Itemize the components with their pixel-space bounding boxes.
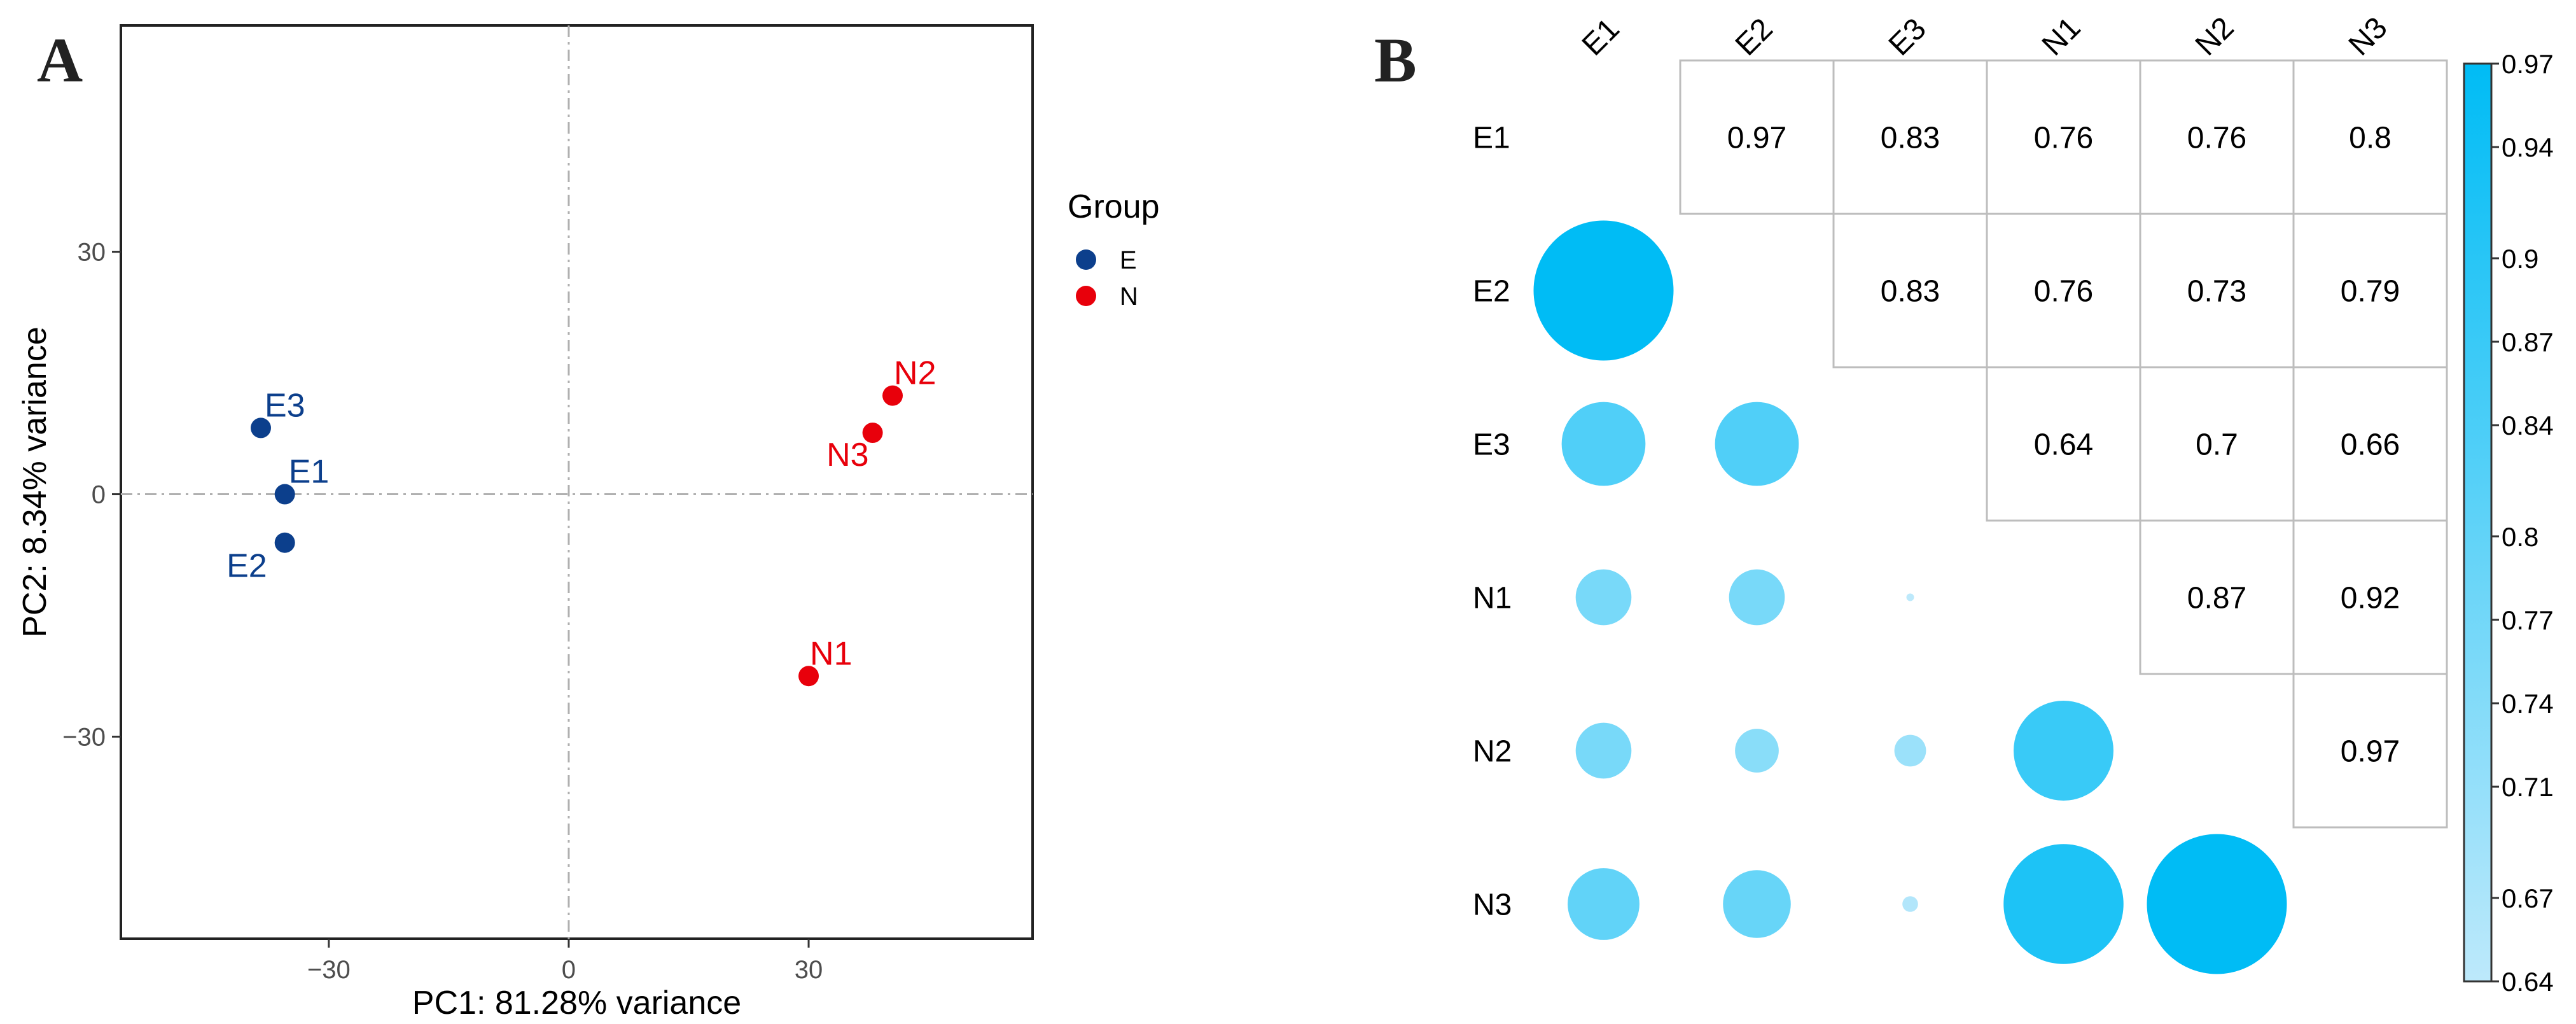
colorbar-tick-label: 0.74 xyxy=(2502,689,2554,719)
column-label: E3 xyxy=(1883,12,1933,62)
point-label: N3 xyxy=(826,437,868,473)
axis-ticks: −30 0 30 −30 0 30 xyxy=(62,239,823,984)
correlation-value: 0.73 xyxy=(2187,275,2246,309)
legend-title: Group xyxy=(1068,188,1160,225)
panel-letter-a: A xyxy=(37,25,83,95)
correlation-value: 0.97 xyxy=(1727,122,1786,155)
point-label: E2 xyxy=(226,548,267,585)
correlation-grid: 0.97 0.83 0.76 0.76 0.8 0.83 0.76 0.73 0.79 0.64 0… xyxy=(1533,59,2448,974)
correlation-circle xyxy=(1723,870,1791,938)
legend-label: E xyxy=(1120,246,1137,274)
y-tick-label: 30 xyxy=(78,239,106,267)
correlation-circle xyxy=(1575,569,1632,626)
correlation-value: 0.76 xyxy=(2187,122,2246,155)
point-e2 xyxy=(274,532,295,553)
row-label: E2 xyxy=(1473,275,1510,309)
point-n3 xyxy=(862,423,883,444)
row-label: N3 xyxy=(1473,888,1512,922)
correlation-value: 0.87 xyxy=(2187,582,2246,615)
x-tick-label: 0 xyxy=(562,956,576,984)
correlation-circle xyxy=(2147,834,2287,974)
pca-plot-frame xyxy=(120,24,1034,940)
y-tick-label: 0 xyxy=(92,481,106,509)
point-e1 xyxy=(274,484,295,505)
panel-letter-b: B xyxy=(1374,25,1417,95)
colorbar-tick-label: 0.77 xyxy=(2502,605,2554,635)
colorbar-tick-label: 0.9 xyxy=(2502,244,2538,274)
point-e3 xyxy=(250,417,271,438)
correlation-circle xyxy=(2003,844,2124,964)
correlation-circle xyxy=(1575,722,1632,779)
column-label: E2 xyxy=(1729,12,1779,62)
colorbar-tick-label: 0.87 xyxy=(2502,327,2554,357)
correlation-value: 0.83 xyxy=(1881,275,1940,309)
legend-label: N xyxy=(1120,283,1138,311)
point-n2 xyxy=(882,385,903,406)
y-axis-label: PC2: 8.34% variance xyxy=(17,326,53,638)
correlation-circle xyxy=(1561,402,1646,486)
correlation-circle xyxy=(1906,593,1914,601)
colorbar: 0.64 0.67 0.71 0.74 0.77 0.8 0.84 0.87 0.9 0.94 0.… xyxy=(2463,49,2554,997)
colorbar-tick-label: 0.71 xyxy=(2502,772,2554,802)
legend-key-e xyxy=(1076,249,1096,270)
correlation-value: 0.8 xyxy=(2349,122,2392,155)
colorbar-tick-label: 0.64 xyxy=(2502,967,2554,997)
colorbar-tick-label: 0.97 xyxy=(2502,49,2554,79)
reference-lines xyxy=(121,25,1033,939)
correlation-value: 0.97 xyxy=(2341,735,2400,769)
row-label: N2 xyxy=(1473,735,1512,769)
column-label: N1 xyxy=(2036,11,2087,62)
correlation-circle xyxy=(1902,896,1918,912)
pca-points: E1 E2 E3 N1 N2 N3 xyxy=(226,355,936,687)
x-tick-label: −30 xyxy=(307,956,351,984)
correlation-value: 0.79 xyxy=(2341,275,2400,309)
correlation-circle xyxy=(1729,569,1785,626)
legend: Group EN xyxy=(1068,188,1160,311)
row-label: E1 xyxy=(1473,122,1510,155)
colorbar-tick-label: 0.67 xyxy=(2502,883,2554,913)
correlation-circle xyxy=(1533,220,1674,361)
correlation-value: 0.64 xyxy=(2034,428,2093,462)
correlation-circle xyxy=(1894,734,1926,767)
pca-panel: A −30 0 30 −30 0 30 E1 E2 E3 N1 N2 N3 PC1: 81.28% … xyxy=(17,24,1160,1021)
point-label: N1 xyxy=(810,635,852,672)
column-label: N3 xyxy=(2343,11,2394,62)
y-tick-label: −30 xyxy=(62,724,106,752)
correlation-value: 0.83 xyxy=(1881,122,1940,155)
correlation-circle xyxy=(2014,701,2113,801)
row-label: E3 xyxy=(1473,428,1510,462)
correlation-circle xyxy=(1735,729,1779,773)
row-label: N1 xyxy=(1473,582,1512,615)
correlation-value: 0.76 xyxy=(2034,275,2093,309)
correlation-value: 0.92 xyxy=(2341,582,2400,615)
x-tick-label: 30 xyxy=(795,956,823,984)
point-label: E1 xyxy=(289,454,330,491)
correlation-value: 0.7 xyxy=(2196,428,2238,462)
column-label: N2 xyxy=(2189,11,2241,62)
point-label: E3 xyxy=(265,387,305,424)
correlation-panel: B 0.97 0.83 0.76 0.76 0.8 0.83 0.76 0.73 0.79 0.6… xyxy=(1374,11,2554,997)
matrix-cell xyxy=(2292,673,2448,829)
correlation-circle xyxy=(1568,868,1640,940)
colorbar-bar xyxy=(2463,62,2493,983)
colorbar-tick-label: 0.8 xyxy=(2502,522,2538,552)
colorbar-tick-label: 0.84 xyxy=(2502,410,2554,440)
point-n1 xyxy=(798,666,819,687)
correlation-value: 0.66 xyxy=(2341,428,2400,462)
correlation-value: 0.76 xyxy=(2034,122,2093,155)
legend-key-n xyxy=(1076,286,1096,306)
correlation-circle xyxy=(1715,402,1799,486)
colorbar-tick-label: 0.94 xyxy=(2502,132,2554,162)
column-label: E1 xyxy=(1576,12,1626,62)
x-axis-label: PC1: 81.28% variance xyxy=(412,985,741,1021)
point-label: N2 xyxy=(894,355,936,392)
